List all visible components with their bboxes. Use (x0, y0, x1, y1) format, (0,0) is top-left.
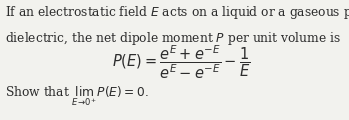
Text: $P(E) = \dfrac{e^{E} + e^{-E}}{e^{E} - e^{-E}} - \dfrac{1}{E}$: $P(E) = \dfrac{e^{E} + e^{-E}}{e^{E} - e… (112, 43, 251, 81)
Text: Show that $\lim_{E \to 0^{+}} P(E) = 0.$: Show that $\lim_{E \to 0^{+}} P(E) = 0.$ (5, 84, 149, 108)
Text: If an electrostatic field $E$ acts on a liquid or a gaseous polar: If an electrostatic field $E$ acts on a … (5, 4, 349, 21)
Text: dielectric, the net dipole moment $P$ per unit volume is: dielectric, the net dipole moment $P$ pe… (5, 30, 341, 47)
